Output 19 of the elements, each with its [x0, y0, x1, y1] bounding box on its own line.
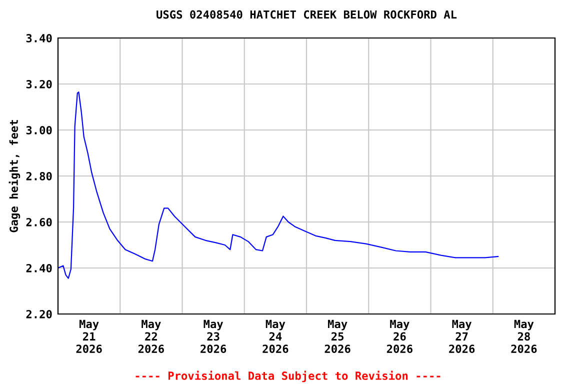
x-tick-label: May 22 2026 — [138, 320, 164, 354]
x-tick-label: May 26 2026 — [386, 320, 412, 354]
y-tick-label: 3.40 — [26, 34, 52, 42]
x-tick-label: May 23 2026 — [200, 320, 226, 354]
y-tick-label: 3.00 — [26, 126, 52, 134]
line-series — [58, 91, 499, 279]
y-tick-label: 2.40 — [26, 264, 52, 272]
chart-title: USGS 02408540 HATCHET CREEK BELOW ROCKFORD AL — [156, 10, 457, 19]
y-tick-label: 2.60 — [26, 218, 52, 226]
y-tick-label: 2.20 — [26, 310, 52, 318]
x-tick-label: May 25 2026 — [324, 320, 350, 354]
text: ---- Provisional Data Subject to Revision ---- — [136, 370, 440, 382]
x-tick-label: May 24 2026 — [262, 320, 288, 354]
y-tick-label: 3.20 — [26, 80, 52, 88]
y-tick-label: 2.80 — [26, 172, 52, 180]
x-tick-label: May 28 2026 — [511, 320, 537, 354]
y-axis-title: Gage height, feet — [8, 120, 20, 232]
x-tick-label: May 21 2026 — [76, 320, 102, 354]
x-tick-label: May 27 2026 — [449, 320, 475, 354]
